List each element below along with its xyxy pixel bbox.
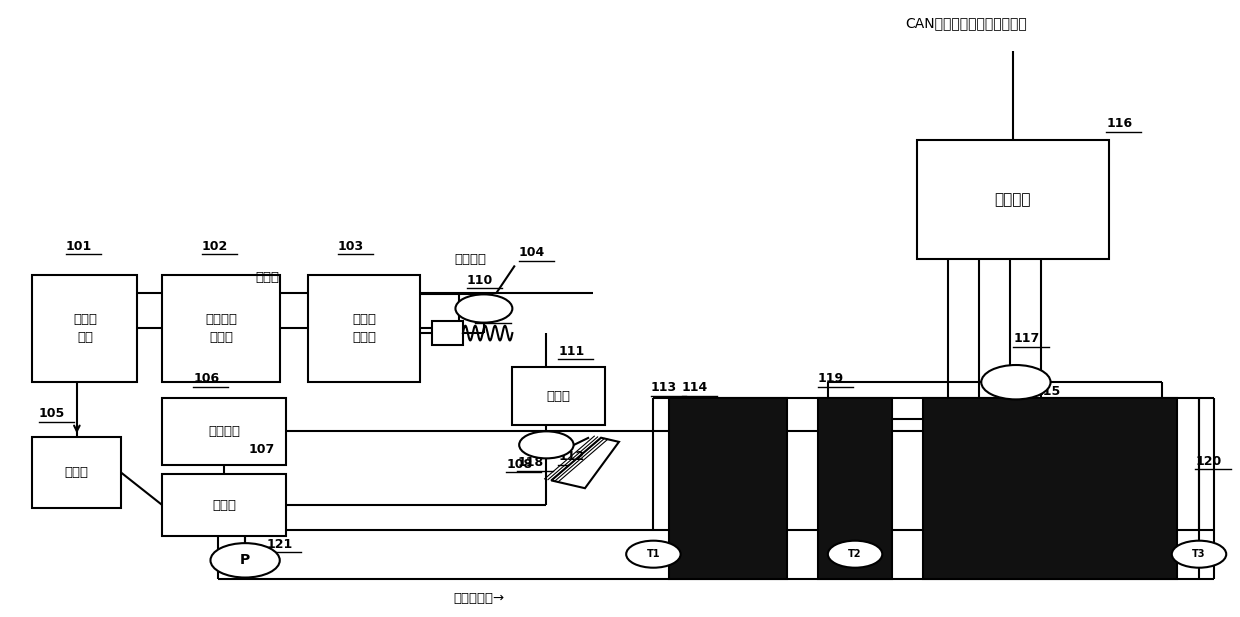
Text: 101: 101: [66, 240, 92, 253]
Text: 107: 107: [249, 443, 275, 456]
Bar: [670, 397, 787, 579]
Text: 111: 111: [558, 345, 584, 358]
Circle shape: [626, 540, 681, 568]
Bar: [32, 437, 122, 508]
Text: 回液管: 回液管: [255, 271, 279, 284]
Text: 105: 105: [38, 407, 64, 420]
Text: T1: T1: [646, 549, 660, 559]
Text: 燃油箱: 燃油箱: [64, 466, 89, 479]
Circle shape: [1172, 540, 1226, 568]
Text: 103: 103: [339, 240, 365, 253]
Text: 117: 117: [1013, 333, 1039, 346]
Text: 柴油机尾气→: 柴油机尾气→: [453, 592, 505, 605]
Bar: [818, 397, 893, 579]
Text: 109: 109: [475, 309, 501, 322]
Bar: [916, 139, 1109, 259]
Text: 121: 121: [267, 538, 293, 551]
Text: 120: 120: [1195, 455, 1221, 468]
Bar: [162, 474, 286, 536]
Text: CAN通讯（及其它信号采集）: CAN通讯（及其它信号采集）: [905, 16, 1027, 30]
Bar: [32, 275, 138, 382]
Text: 113: 113: [651, 381, 677, 394]
Text: 气路通断
电磁阀: 气路通断 电磁阀: [205, 313, 237, 344]
Text: 控制单元: 控制单元: [994, 192, 1032, 207]
Circle shape: [828, 540, 883, 568]
Text: 118: 118: [517, 457, 543, 470]
Circle shape: [455, 294, 512, 323]
Text: 106: 106: [193, 372, 219, 385]
Text: 102: 102: [202, 240, 228, 253]
Text: T3: T3: [1193, 549, 1205, 559]
Text: 108: 108: [506, 458, 532, 471]
Bar: [162, 397, 286, 465]
Text: ΔP: ΔP: [1008, 377, 1023, 387]
Text: 114: 114: [682, 381, 708, 394]
Text: 混合腔: 混合腔: [547, 389, 570, 402]
Bar: [512, 367, 605, 425]
Bar: [923, 397, 1177, 579]
Text: P: P: [241, 553, 250, 567]
Polygon shape: [552, 437, 619, 488]
Text: T2: T2: [848, 549, 862, 559]
Text: 恒压气源: 恒压气源: [454, 253, 486, 266]
Text: 119: 119: [818, 372, 844, 385]
Bar: [309, 275, 419, 382]
Bar: [432, 321, 463, 346]
Text: 115: 115: [1034, 384, 1060, 397]
Circle shape: [520, 431, 574, 458]
Circle shape: [981, 365, 1050, 399]
Text: 112: 112: [558, 450, 584, 463]
Text: 104: 104: [518, 246, 544, 259]
Text: 压缩空
气源: 压缩空 气源: [73, 313, 97, 344]
Text: 隔膜泵: 隔膜泵: [212, 499, 236, 511]
Text: 步进电机: 步进电机: [208, 425, 241, 438]
Text: 116: 116: [1106, 117, 1132, 130]
Text: 110: 110: [466, 274, 492, 287]
Circle shape: [211, 543, 280, 578]
Bar: [162, 275, 280, 382]
Text: 减压稳
压装置: 减压稳 压装置: [352, 313, 376, 344]
